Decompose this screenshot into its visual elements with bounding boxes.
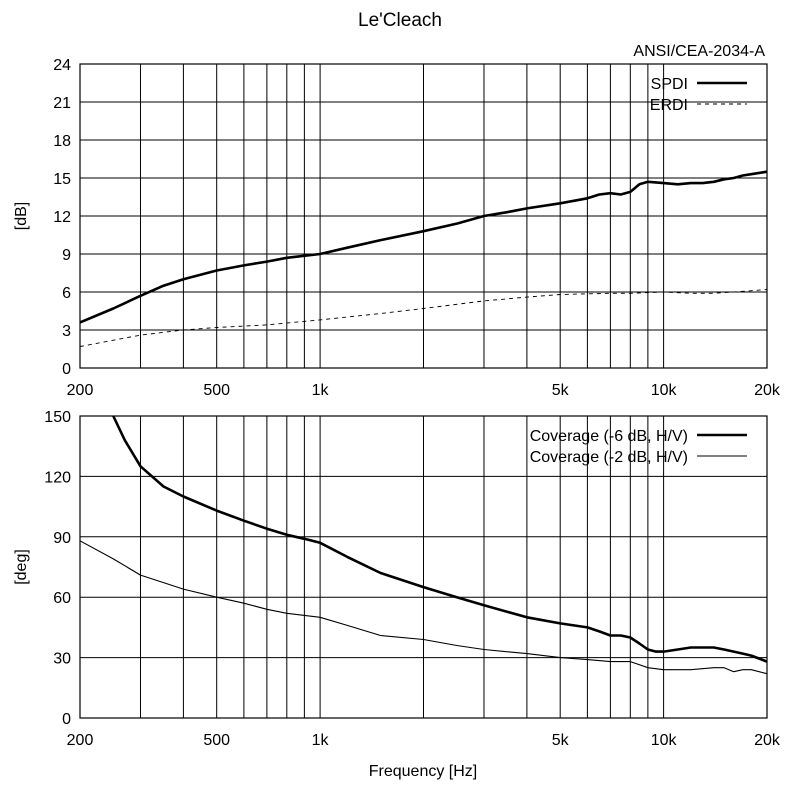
series-line bbox=[79, 289, 768, 347]
y-axis-label: [deg] bbox=[13, 549, 30, 585]
chart-title: Le'Cleach bbox=[358, 10, 442, 31]
y-tick-label: 15 bbox=[53, 171, 71, 188]
top-panel: 0 3 6 9 12 15 18 21 24 200 500 1k 5k 10k 20k [dB] ANSI/C… bbox=[13, 43, 781, 399]
plot-frame bbox=[79, 63, 768, 369]
y-tick-label: 21 bbox=[53, 95, 71, 112]
x-tick-label: 20k bbox=[754, 732, 781, 749]
x-tick-label: 500 bbox=[203, 732, 230, 749]
x-tick-label: 10k bbox=[651, 382, 678, 399]
bottom-panel: 0 30 60 90 120 150 200 500 1k 5k 10k 20k [deg] Covera… bbox=[13, 409, 781, 749]
y-tick-label: 24 bbox=[53, 57, 71, 74]
y-tick-label: 0 bbox=[62, 361, 71, 378]
legend-label: Coverage (-2 dB, H/V) bbox=[530, 449, 688, 466]
x-tick-label: 200 bbox=[67, 732, 94, 749]
y-tick-label: 90 bbox=[53, 530, 71, 547]
y-tick-label: 0 bbox=[62, 711, 71, 728]
y-tick-label: 120 bbox=[44, 469, 71, 486]
y-tick-label: 9 bbox=[62, 247, 71, 264]
x-tick-label: 500 bbox=[203, 382, 230, 399]
series-line bbox=[79, 540, 768, 675]
x-tick-label: 20k bbox=[754, 382, 781, 399]
legend-label: ERDI bbox=[650, 97, 688, 114]
y-tick-label: 60 bbox=[53, 590, 71, 607]
x-tick-label: 200 bbox=[67, 382, 94, 399]
series-line bbox=[112, 415, 768, 663]
y-tick-label: 150 bbox=[44, 409, 71, 426]
plot-frame bbox=[79, 415, 768, 719]
y-tick-label: 3 bbox=[62, 323, 71, 340]
y-tick-label: 18 bbox=[53, 133, 71, 150]
x-tick-label: 1k bbox=[312, 732, 330, 749]
legend-label: Coverage (-6 dB, H/V) bbox=[530, 428, 688, 445]
x-tick-label: 1k bbox=[312, 382, 330, 399]
chart-subtitle: ANSI/CEA-2034-A bbox=[633, 43, 765, 60]
y-tick-label: 30 bbox=[53, 651, 71, 668]
legend-label: SPDI bbox=[651, 76, 688, 93]
x-axis-label: Frequency [Hz] bbox=[369, 763, 477, 780]
y-tick-label: 6 bbox=[62, 285, 71, 302]
y-tick-label: 12 bbox=[53, 209, 71, 226]
series-line bbox=[79, 170, 768, 324]
x-tick-label: 10k bbox=[651, 732, 678, 749]
x-tick-label: 5k bbox=[552, 382, 570, 399]
y-axis-label: [dB] bbox=[13, 202, 30, 230]
x-tick-label: 5k bbox=[552, 732, 570, 749]
